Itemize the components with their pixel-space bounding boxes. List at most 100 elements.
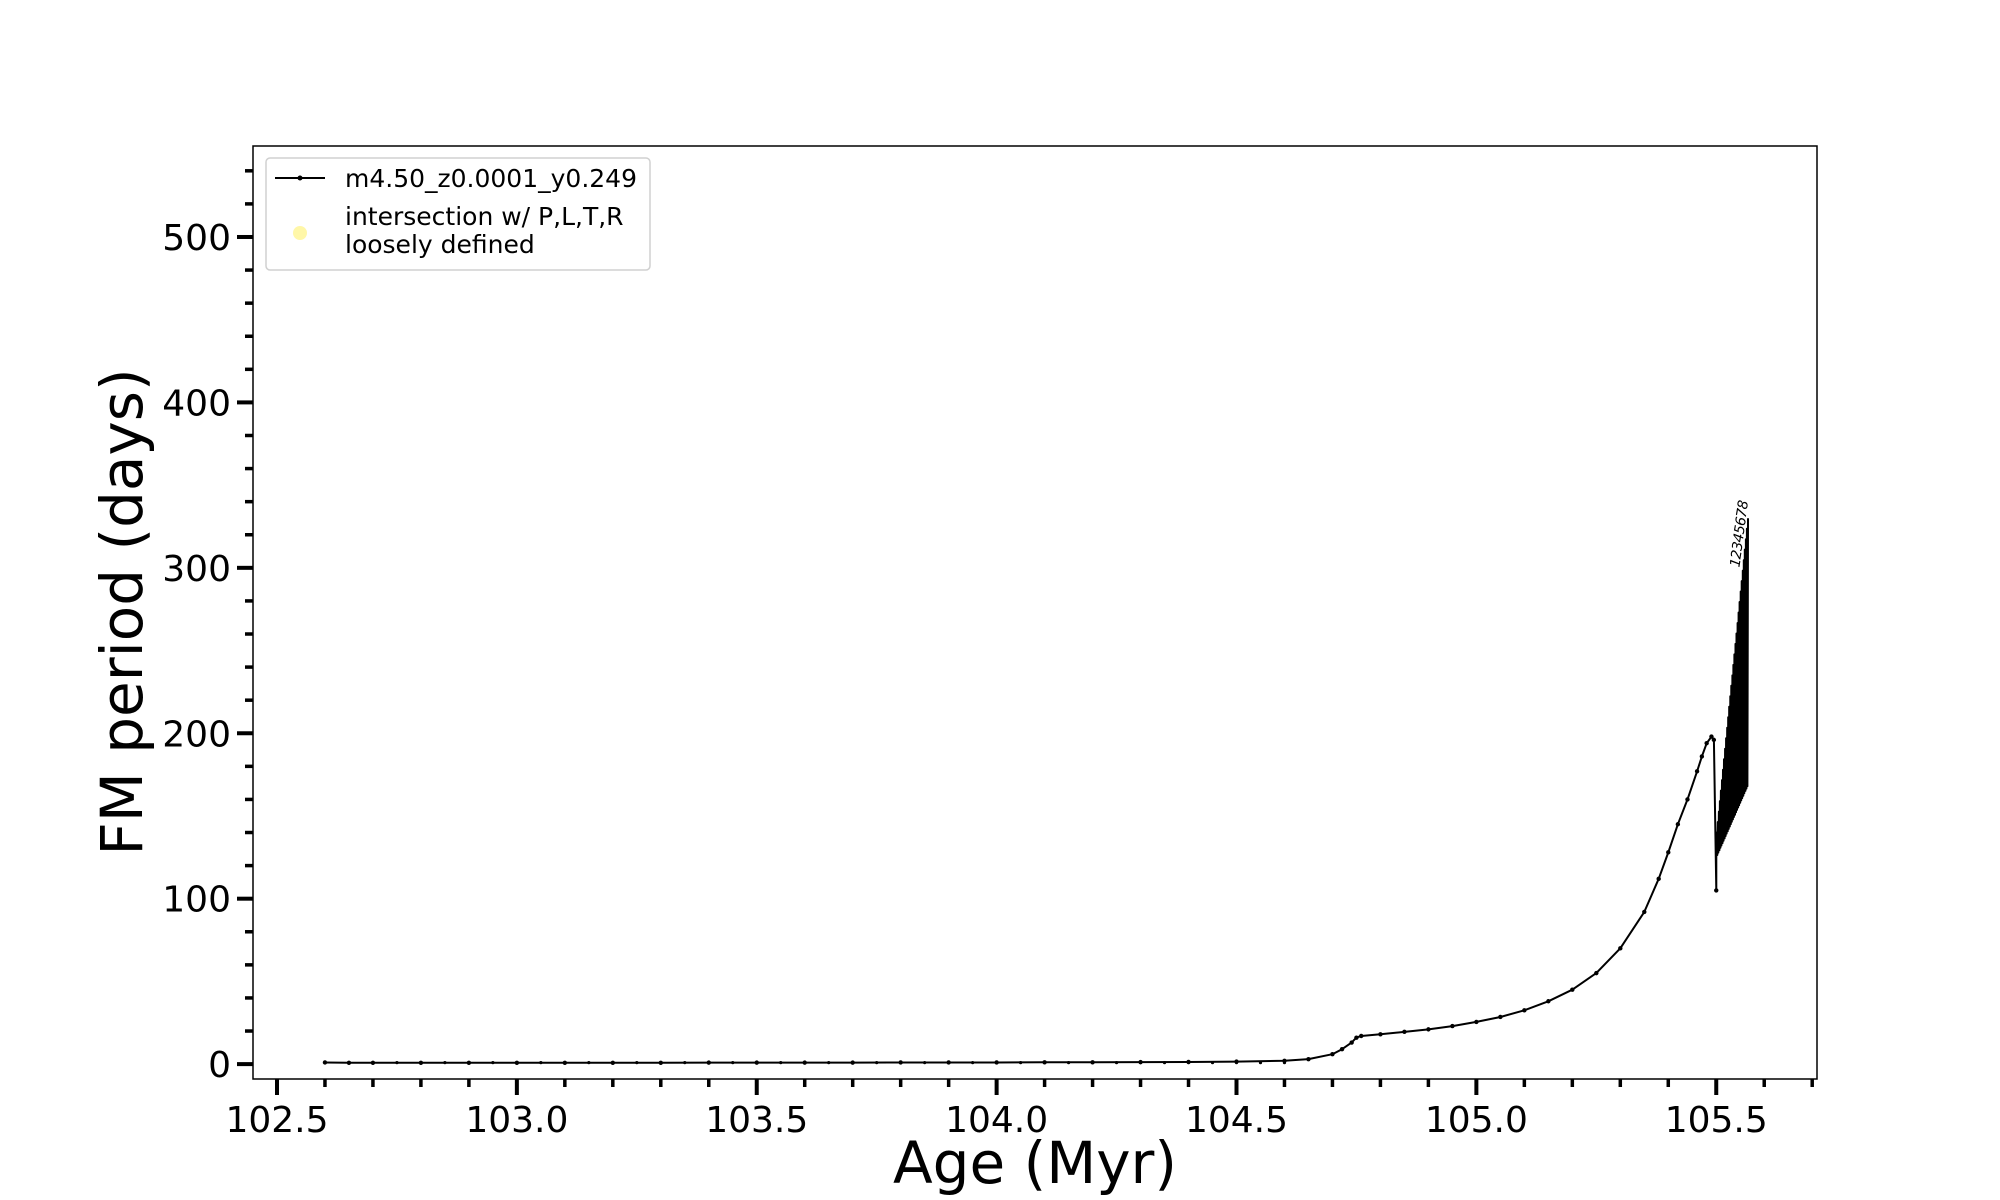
plot-frame <box>252 145 1818 1080</box>
series-point <box>1210 1061 1215 1065</box>
series-point <box>611 1061 615 1065</box>
series-point <box>1656 876 1661 882</box>
x-tick-label: 105.0 <box>1425 1100 1528 1141</box>
legend: m4.50_z0.0001_y0.249 intersection w/ P,L… <box>265 157 651 271</box>
y-tick-label: 400 <box>162 383 231 424</box>
series-point <box>1186 1061 1191 1065</box>
series-point <box>731 1061 735 1065</box>
series-point <box>1450 1023 1455 1029</box>
series-point <box>1426 1027 1431 1032</box>
series-point <box>1330 1051 1335 1057</box>
series-point <box>1498 1014 1503 1020</box>
series-point <box>467 1061 471 1065</box>
x-tick-label: 103.0 <box>465 1100 568 1141</box>
y-tick-label: 100 <box>162 880 231 921</box>
series-point <box>563 1061 567 1065</box>
series-point <box>1042 1061 1047 1065</box>
series-point <box>1709 734 1714 739</box>
series-point <box>1234 1061 1239 1065</box>
series-point <box>491 1061 495 1065</box>
series-point <box>635 1061 639 1065</box>
y-axis-label: FM period (days) <box>88 368 156 855</box>
y-tick-label: 300 <box>162 549 231 590</box>
series-point <box>1704 740 1709 746</box>
series-point <box>1402 1029 1407 1035</box>
series-point <box>371 1061 375 1065</box>
y-axis-ticks: 0 100 200 300 400 500 <box>162 169 253 1086</box>
series-point <box>803 1061 807 1065</box>
x-tick-label: 103.5 <box>705 1100 808 1141</box>
series-point <box>1354 1035 1359 1040</box>
series-point <box>1714 888 1719 893</box>
series-point <box>707 1061 711 1065</box>
series-point <box>515 1061 519 1065</box>
annotation-label: 3 <box>1730 540 1747 552</box>
series-point <box>923 1061 927 1065</box>
series-point <box>1474 1019 1479 1025</box>
series-point <box>395 1061 399 1065</box>
series-point <box>1675 822 1681 827</box>
series-point <box>875 1061 879 1065</box>
series-point <box>1594 970 1599 976</box>
series-point <box>755 1061 759 1065</box>
series-point <box>1306 1056 1311 1062</box>
series-point <box>587 1061 591 1065</box>
series-point <box>1685 797 1690 802</box>
series-line <box>324 518 1749 1064</box>
y-tick-label: 500 <box>162 218 231 259</box>
series-point <box>1359 1033 1364 1039</box>
series-point <box>1642 909 1647 915</box>
series-point <box>419 1061 423 1065</box>
annotation-label: 2 <box>1728 549 1745 561</box>
legend-entry-intersection-line2: loosely defined <box>345 230 535 259</box>
annotation-label: 7 <box>1734 507 1751 519</box>
series-point <box>1711 737 1717 743</box>
series-point <box>1090 1061 1095 1065</box>
series-point <box>851 1061 855 1065</box>
series-point <box>971 1061 975 1065</box>
annotation-label: 1 <box>1727 557 1744 569</box>
series-point <box>323 1061 327 1065</box>
x-tick-label: 102.5 <box>225 1100 328 1141</box>
series-point <box>1114 1061 1119 1065</box>
y-tick-label: 200 <box>162 714 231 755</box>
legend-line-dot <box>297 175 303 181</box>
series-point <box>683 1061 687 1065</box>
series-point <box>1282 1061 1287 1065</box>
y-tick-label: 0 <box>208 1045 231 1086</box>
series-point <box>539 1061 543 1065</box>
series-point <box>1066 1061 1071 1065</box>
series-point <box>995 1061 999 1065</box>
series-layer <box>322 518 1749 1065</box>
series-point <box>1258 1061 1263 1065</box>
series-point <box>659 1061 663 1065</box>
annotation-label: 4 <box>1731 532 1748 544</box>
x-axis-ticks: 102.5 103.0 103.5 104.0 104.5 105.0 105.5 <box>225 1079 1814 1141</box>
x-tick-label: 104.5 <box>1185 1100 1288 1141</box>
series-point <box>1699 754 1705 759</box>
series-point <box>1694 769 1700 774</box>
x-axis-label: Age (Myr) <box>893 1129 1177 1197</box>
series-point <box>1138 1061 1143 1065</box>
series-point <box>1522 1008 1527 1013</box>
series-point <box>827 1061 831 1065</box>
legend-intersection-marker <box>293 226 307 240</box>
series-point <box>899 1061 903 1065</box>
legend-entry-intersection-line1: intersection w/ P,L,T,R <box>345 202 624 231</box>
series-point <box>1618 946 1623 951</box>
series-point <box>1570 987 1575 992</box>
series-point <box>347 1061 351 1065</box>
series-point <box>1378 1032 1383 1037</box>
series-point <box>779 1061 783 1065</box>
x-tick-label: 105.5 <box>1665 1100 1768 1141</box>
series-point <box>1019 1061 1023 1065</box>
series-point <box>947 1061 951 1065</box>
series-point <box>1349 1040 1354 1045</box>
legend-entry-series: m4.50_z0.0001_y0.249 <box>345 164 637 193</box>
series-point <box>1339 1047 1345 1052</box>
series-point <box>1666 850 1671 855</box>
annotation-label: 6 <box>1733 516 1750 528</box>
series-point <box>443 1061 447 1065</box>
